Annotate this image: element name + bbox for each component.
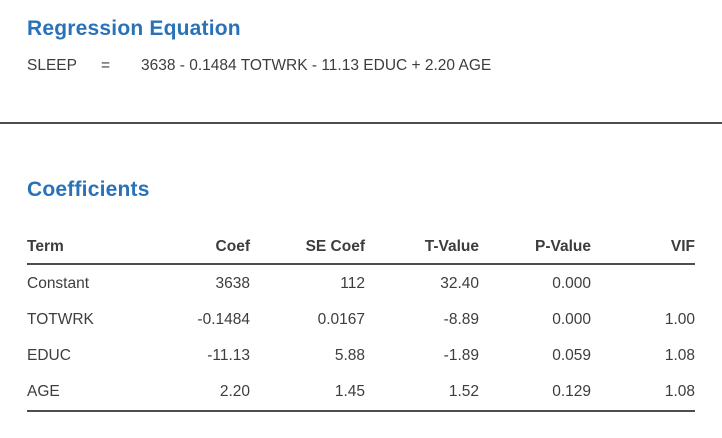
term-cell: Constant — [27, 275, 90, 292]
column-header-coef: Coef — [137, 232, 250, 265]
table-row: AGE 2.20 1.45 1.52 0.129 1.08 — [27, 374, 695, 411]
t-value-cell: -1.89 — [443, 347, 479, 364]
table-row: EDUC -11.13 5.88 -1.89 0.059 1.08 — [27, 338, 695, 374]
coef-cell: -0.1484 — [197, 311, 250, 328]
t-value-cell: 1.52 — [448, 383, 479, 400]
coef-cell: 3638 — [215, 275, 250, 292]
p-value-cell: 0.059 — [552, 347, 591, 364]
regression-output-pane: Regression Equation SLEEP = 3638 - 0.1484 … — [0, 0, 722, 412]
se-coef-cell: 112 — [340, 275, 365, 292]
vif-cell: 1.08 — [664, 347, 695, 364]
section-divider — [0, 122, 722, 124]
p-value-cell: 0.000 — [552, 275, 591, 292]
vif-cell: 1.08 — [664, 383, 695, 400]
column-header-term: Term — [27, 232, 137, 265]
p-value-cell: 0.000 — [552, 311, 591, 328]
column-header-t-value: T-Value — [365, 232, 479, 265]
term-cell: AGE — [27, 383, 60, 400]
table-row: TOTWRK -0.1484 0.0167 -8.89 0.000 1.00 — [27, 302, 695, 338]
p-value-cell: 0.129 — [552, 383, 591, 400]
column-header-p-value: P-Value — [479, 232, 591, 265]
column-header-se-coef: SE Coef — [250, 232, 365, 265]
coefficients-table: Term Coef SE Coef T-Value P-Value VIF Co… — [27, 232, 695, 412]
t-value-cell: -8.89 — [443, 311, 479, 328]
equation-equals-sign: = — [101, 57, 111, 74]
equation-rhs: 3638 - 0.1484 TOTWRK - 11.13 EDUC + 2.20… — [141, 57, 492, 74]
se-coef-cell: 1.45 — [334, 383, 365, 400]
vif-cell — [591, 264, 695, 302]
regression-equation-title: Regression Equation — [27, 17, 241, 40]
term-cell: EDUC — [27, 347, 71, 364]
regression-equation: SLEEP = 3638 - 0.1484 TOTWRK - 11.13 EDUC … — [27, 56, 695, 76]
se-coef-cell: 5.88 — [334, 347, 365, 364]
t-value-cell: 32.40 — [440, 275, 479, 292]
coef-cell: 2.20 — [219, 383, 250, 400]
coefficients-title: Coefficients — [27, 178, 150, 201]
equation-lhs: SLEEP — [27, 57, 77, 74]
coefficients-section: Coefficients Term Coef SE Coef T-Value P… — [0, 124, 722, 412]
term-cell: TOTWRK — [27, 311, 94, 328]
vif-cell: 1.00 — [664, 311, 695, 328]
se-coef-cell: 0.0167 — [317, 311, 365, 328]
table-header-row: Term Coef SE Coef T-Value P-Value VIF — [27, 232, 695, 265]
coef-cell: -11.13 — [207, 347, 250, 364]
table-row: Constant 3638 112 32.40 0.000 — [27, 264, 695, 302]
column-header-vif: VIF — [591, 232, 695, 265]
regression-equation-section: Regression Equation SLEEP = 3638 - 0.1484 … — [0, 0, 722, 76]
